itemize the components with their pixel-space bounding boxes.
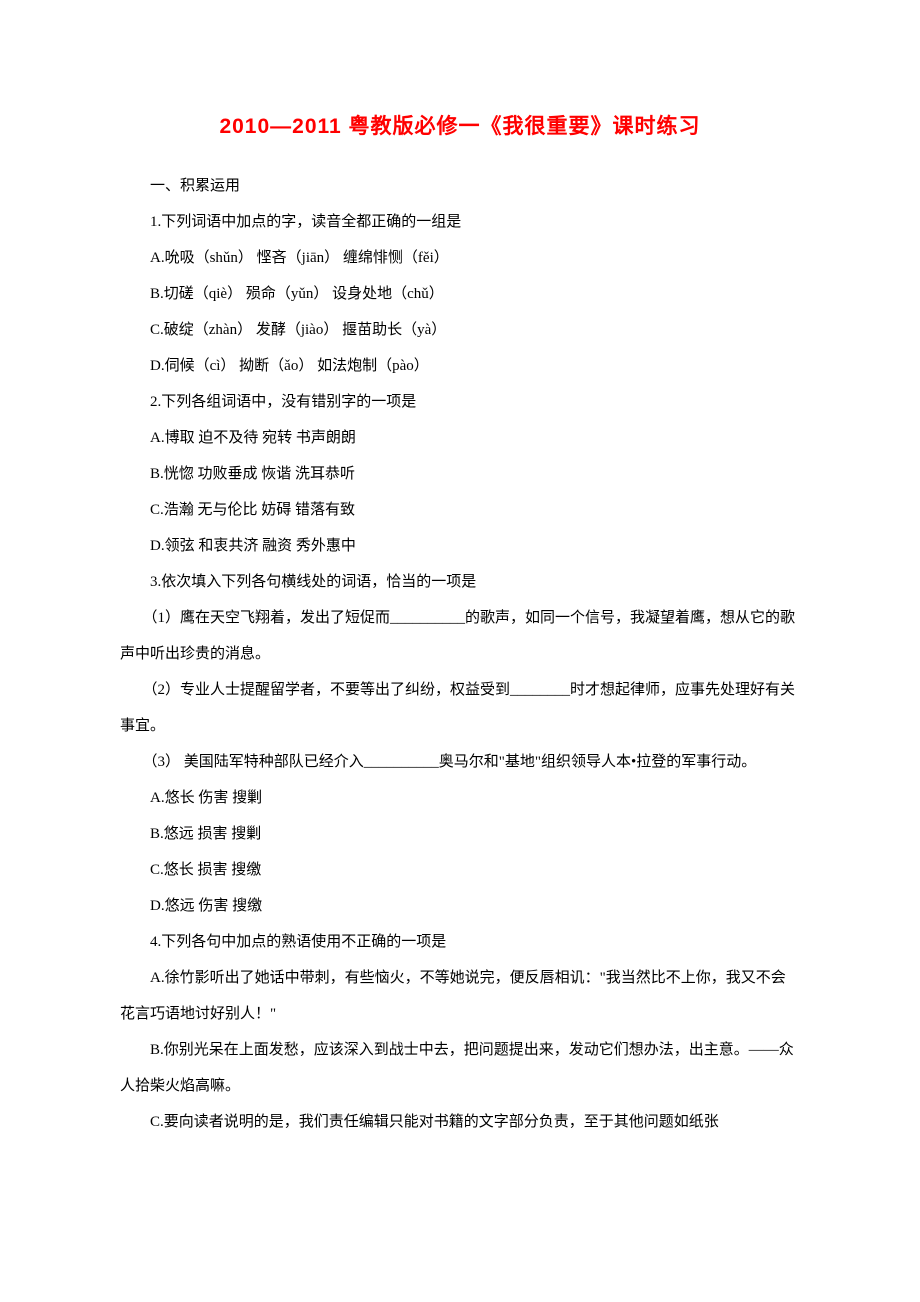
q3-option-a: A.悠长 伤害 搜剿 bbox=[120, 780, 800, 816]
document-content: 一、积累运用 1.下列词语中加点的字，读音全都正确的一组是 A.吮吸（shǔn）… bbox=[120, 168, 800, 1140]
q3-option-b: B.悠远 损害 搜剿 bbox=[120, 816, 800, 852]
q3-item-1: （1）鹰在天空飞翔着，发出了短促而__________的歌声，如同一个信号，我凝… bbox=[120, 600, 800, 672]
q1-option-a: A.吮吸（shǔn） 悭吝（jiān） 缠绵悱恻（fěi） bbox=[120, 240, 800, 276]
q3-item-2: （2）专业人士提醒留学者，不要等出了纠纷，权益受到________时才想起律师，… bbox=[120, 672, 800, 744]
document-title: 2010—2011 粤教版必修一《我很重要》课时练习 bbox=[120, 110, 800, 140]
q3-item2-part-a: （2）专业人士提醒留学者，不要等出了纠纷，权益受到 bbox=[150, 682, 510, 698]
section-heading: 一、积累运用 bbox=[120, 168, 800, 204]
q1-option-c: C.破绽（zhàn） 发酵（jiào） 揠苗助长（yà） bbox=[120, 312, 800, 348]
q1-option-b: B.切磋（qiè） 殒命（yǔn） 设身处地（chǔ） bbox=[120, 276, 800, 312]
q2-stem: 2.下列各组词语中，没有错别字的一项是 bbox=[120, 384, 800, 420]
q4-stem: 4.下列各句中加点的熟语使用不正确的一项是 bbox=[120, 924, 800, 960]
blank-1: __________ bbox=[390, 610, 465, 626]
q4-option-c-text: C.要向读者说明的是，我们责任编辑只能对书籍的文字部分负责，至于其他问题如纸张 bbox=[150, 1114, 719, 1130]
q4-option-b-text: B.你别光呆在上面发愁，应该深入到战士中去，把问题提出来，发动它们想办法，出主意… bbox=[120, 1042, 794, 1094]
blank-3: __________ bbox=[364, 754, 439, 770]
q3-option-d: D.悠远 伤害 搜缴 bbox=[120, 888, 800, 924]
q4-option-c: C.要向读者说明的是，我们责任编辑只能对书籍的文字部分负责，至于其他问题如纸张 bbox=[120, 1104, 800, 1140]
q2-option-b: B.恍惚 功败垂成 恢谐 洗耳恭听 bbox=[120, 456, 800, 492]
q4-option-b: B.你别光呆在上面发愁，应该深入到战士中去，把问题提出来，发动它们想办法，出主意… bbox=[120, 1032, 800, 1104]
q3-option-c: C.悠长 损害 搜缴 bbox=[120, 852, 800, 888]
q2-option-c: C.浩瀚 无与伦比 妨碍 错落有致 bbox=[120, 492, 800, 528]
q4-option-a: A.徐竹影听出了她话中带刺，有些恼火，不等她说完，便反唇相讥："我当然比不上你，… bbox=[120, 960, 800, 1032]
q2-option-d: D.领弦 和衷共济 融资 秀外惠中 bbox=[120, 528, 800, 564]
q3-item1-part-a: （1）鹰在天空飞翔着，发出了短促而 bbox=[150, 610, 390, 626]
q4-option-a-text: A.徐竹影听出了她话中带刺，有些恼火，不等她说完，便反唇相讥："我当然比不上你，… bbox=[120, 970, 786, 1022]
q1-stem: 1.下列词语中加点的字，读音全都正确的一组是 bbox=[120, 204, 800, 240]
blank-2: ________ bbox=[510, 682, 570, 698]
q3-item3-part-b: 奥马尔和"基地"组织领导人本•拉登的军事行动。 bbox=[439, 754, 757, 770]
q3-stem: 3.依次填入下列各句横线处的词语，恰当的一项是 bbox=[120, 564, 800, 600]
q1-option-d: D.伺候（cì） 拗断（ǎo） 如法炮制（pào） bbox=[120, 348, 800, 384]
q2-option-a: A.博取 迫不及待 宛转 书声朗朗 bbox=[120, 420, 800, 456]
q3-item-3: （3） 美国陆军特种部队已经介入__________奥马尔和"基地"组织领导人本… bbox=[120, 744, 800, 780]
q3-item3-part-a: （3） 美国陆军特种部队已经介入 bbox=[150, 754, 364, 770]
